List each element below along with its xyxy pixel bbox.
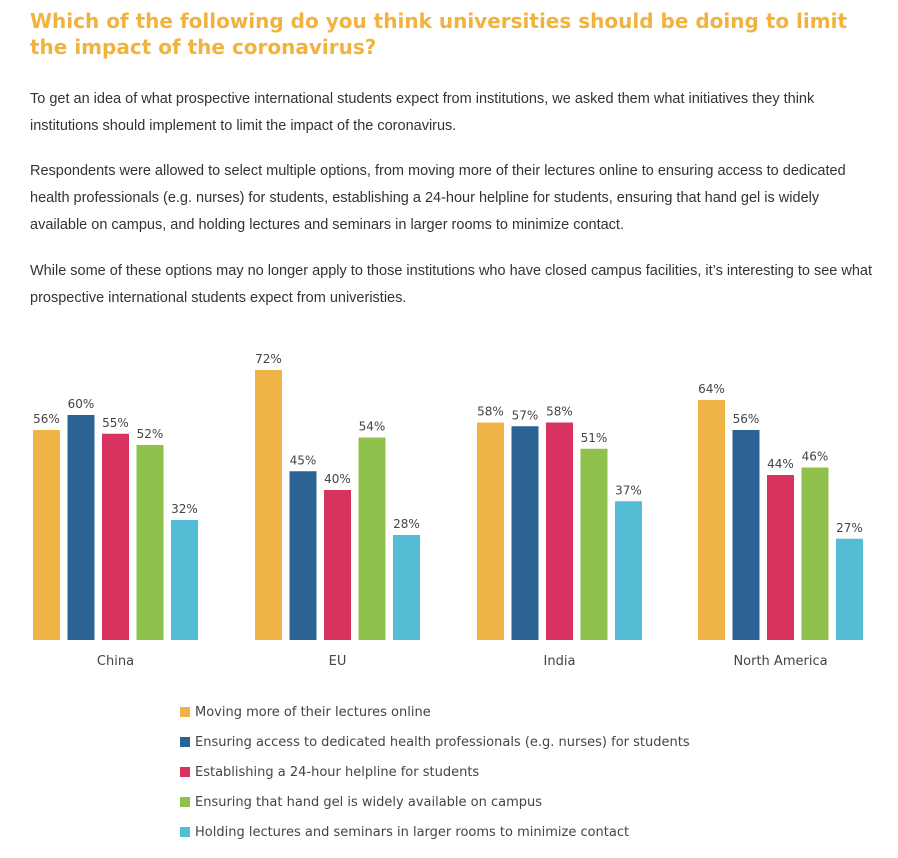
bar: [358, 437, 386, 640]
data-label: 64%: [698, 382, 725, 396]
legend-swatch: [180, 707, 190, 717]
legend-swatch: [180, 767, 190, 777]
options-paragraph: Respondents were allowed to select multi…: [30, 163, 846, 233]
bar: [732, 430, 760, 640]
bar: [289, 471, 317, 640]
legend-swatch: [180, 827, 190, 837]
bar: [393, 535, 420, 640]
category-label: North America: [733, 654, 827, 669]
page-title: Which of the following do you think univ…: [30, 9, 848, 59]
data-label: 52%: [137, 427, 164, 441]
bar: [615, 501, 642, 640]
legend-item: Moving more of their lectures online: [180, 697, 880, 727]
note-paragraph: While some of these options may no longe…: [30, 263, 872, 306]
data-label: 60%: [68, 397, 95, 411]
data-label: 27%: [836, 521, 863, 535]
category-label: India: [544, 654, 576, 669]
bar: [801, 467, 829, 640]
bar: [255, 370, 282, 640]
legend-label: Establishing a 24-hour helpline for stud…: [195, 764, 480, 780]
data-label: 58%: [546, 405, 573, 419]
bar: [580, 448, 608, 640]
bar: [136, 445, 164, 640]
bar: [767, 475, 794, 640]
legend-item: Ensuring access to dedicated health prof…: [180, 727, 880, 757]
data-label: 40%: [324, 472, 351, 486]
data-label: 37%: [615, 483, 642, 497]
legend-label: Moving more of their lectures online: [195, 704, 431, 720]
bar: [171, 520, 198, 640]
bar: [836, 538, 863, 640]
data-label: 57%: [512, 408, 539, 422]
bar: [698, 400, 725, 640]
bar: [324, 490, 351, 640]
bar: [511, 426, 539, 640]
bar: [33, 430, 60, 640]
legend-swatch: [180, 737, 190, 747]
legend-swatch: [180, 797, 190, 807]
data-label: 46%: [802, 450, 829, 464]
bar: [67, 415, 95, 640]
chart-legend: Moving more of their lectures online Ensu…: [180, 697, 880, 847]
data-label: 51%: [581, 431, 608, 445]
data-label: 72%: [255, 352, 282, 366]
bar-chart: 56% 60% 55% 52% 32% China 72% 45% 40% 54% 28% EU 58%…: [33, 352, 863, 669]
data-label: 54%: [359, 420, 386, 434]
category-label: China: [97, 654, 134, 669]
data-label: 45%: [290, 453, 317, 467]
legend-label: Ensuring that hand gel is widely availab…: [195, 794, 543, 810]
data-label: 56%: [33, 412, 60, 426]
legend-item: Ensuring that hand gel is widely availab…: [180, 787, 880, 817]
category-label: EU: [329, 654, 347, 669]
data-label: 32%: [171, 502, 198, 516]
data-label: 44%: [767, 457, 794, 471]
legend-label: Holding lectures and seminars in larger …: [195, 824, 630, 840]
legend-label: Ensuring access to dedicated health prof…: [195, 734, 690, 750]
bar: [546, 422, 573, 640]
data-label: 58%: [477, 405, 504, 419]
legend-item: Holding lectures and seminars in larger …: [180, 817, 880, 847]
intro-paragraph: To get an idea of what prospective inter…: [30, 91, 815, 134]
bar: [102, 433, 129, 640]
data-label: 28%: [393, 517, 420, 531]
legend-item: Establishing a 24-hour helpline for stud…: [180, 757, 880, 787]
data-label: 56%: [733, 412, 760, 426]
data-label: 55%: [102, 416, 129, 430]
bar: [477, 422, 504, 640]
